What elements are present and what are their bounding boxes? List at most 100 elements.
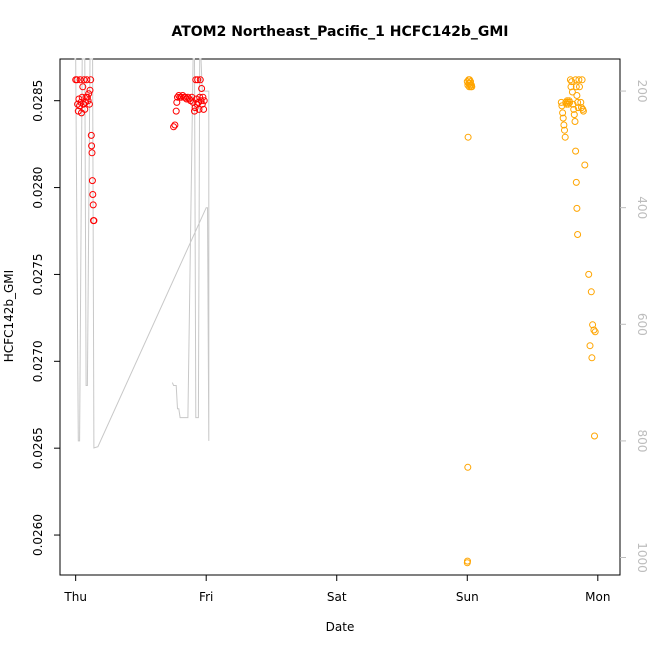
right-y-tick-label: 400: [635, 196, 649, 219]
data-point-series-1: [173, 98, 181, 106]
data-point-series-1: [198, 85, 206, 92]
data-point-series-2: [591, 432, 598, 440]
data-point-series-2: [572, 178, 580, 186]
data-point-series-1: [80, 76, 88, 84]
data-point-series-1: [75, 95, 83, 103]
data-point-series-2: [570, 111, 578, 119]
x-tick-label: Fri: [199, 590, 213, 604]
data-point-series-1: [200, 97, 208, 105]
data-point-series-1: [88, 149, 96, 157]
x-tick-label: Thu: [63, 590, 87, 604]
data-point-series-1: [191, 104, 199, 112]
right-y-tick-label: 800: [635, 429, 649, 452]
data-point-series-2: [585, 270, 593, 278]
data-point-series-1: [81, 105, 89, 113]
x-axis-label: Date: [326, 620, 355, 634]
data-point-series-1: [191, 107, 198, 115]
data-point-series-1: [188, 93, 196, 101]
data-point-series-2: [468, 83, 476, 91]
data-point-series-1: [192, 95, 200, 103]
data-point-series-1: [83, 76, 91, 84]
data-point-series-2: [568, 78, 576, 86]
y-tick-label: 0.0275: [31, 253, 45, 295]
data-point-series-2: [588, 354, 596, 362]
data-point-series-1: [83, 93, 91, 101]
data-point-series-2: [559, 109, 567, 117]
data-point-series-1: [86, 86, 94, 94]
data-point-series-2: [566, 98, 574, 106]
data-point-series-1: [198, 100, 206, 108]
pressure-line: [74, 58, 210, 449]
data-point-series-1: [76, 102, 84, 110]
x-tick-label: Sun: [456, 590, 479, 604]
data-point-series-2: [577, 98, 585, 106]
data-point-series-1: [85, 90, 93, 98]
data-point-series-2: [590, 326, 598, 334]
plot-frame: [59, 58, 621, 576]
data-point-series-1: [90, 217, 98, 225]
y-tick-label: 0.0285: [31, 80, 45, 122]
data-point-series-2: [579, 107, 587, 115]
data-point-series-1: [194, 76, 202, 84]
data-point-series-2: [561, 133, 569, 141]
data-point-series-1: [172, 107, 180, 115]
data-point-series-1: [170, 123, 178, 131]
chart-title: ATOM2 Northeast_Pacific_1 HCFC142b_GMI: [171, 24, 508, 40]
data-point-series-2: [575, 76, 583, 84]
data-point-series-1: [87, 76, 95, 84]
data-point-series-2: [573, 92, 581, 99]
data-point-series-2: [560, 121, 568, 129]
data-point-series-2: [568, 88, 576, 96]
data-point-series-2: [572, 147, 580, 155]
data-point-series-2: [567, 83, 575, 91]
data-point-series-1: [79, 83, 87, 91]
y-tick-label: 0.0280: [31, 167, 45, 209]
data-point-series-1: [192, 76, 200, 84]
data-point-series-1: [85, 100, 93, 108]
y-axis-label: HCFC142b_GMI: [2, 270, 16, 362]
data-point-series-2: [586, 342, 594, 350]
y-tick-label: 0.0270: [31, 340, 45, 382]
data-point-series-2: [464, 463, 472, 471]
data-point-series-1: [78, 93, 86, 101]
data-point-series-1: [196, 76, 204, 84]
data-point-series-1: [84, 97, 92, 105]
data-point-series-2: [570, 105, 578, 113]
data-point-series-2: [464, 133, 472, 141]
data-point-series-2: [571, 118, 579, 125]
chart-marks: Thu Fri Sat Sun Mon 0.0260 0.0265 0.0270 0.0275 0…: [31, 58, 649, 604]
x-tick-label: Sat: [327, 590, 347, 604]
data-point-series-2: [464, 557, 471, 565]
data-point-series-1: [88, 142, 96, 150]
data-point-series-1: [200, 105, 208, 113]
data-point-series-2: [581, 161, 589, 169]
y-tick-label: 0.0260: [31, 514, 45, 556]
data-point-series-1: [197, 97, 205, 105]
data-point-series-1: [89, 191, 97, 198]
data-point-series-1: [89, 201, 97, 209]
data-point-series-2: [591, 328, 599, 336]
data-point-series-1: [171, 121, 179, 129]
data-point-series-1: [76, 76, 84, 84]
data-point-series-1: [199, 93, 207, 101]
x-tick-label: Mon: [585, 590, 610, 604]
data-point-series-1: [196, 93, 204, 101]
data-point-series-2: [564, 100, 572, 108]
data-point-series-2: [587, 288, 595, 296]
data-point-series-2: [589, 321, 597, 329]
data-point-series-2: [573, 204, 581, 212]
data-point-series-1: [195, 105, 203, 113]
data-point-series-2: [578, 104, 585, 112]
right-y-tick-label: 1000: [635, 542, 649, 573]
data-point-series-2: [569, 100, 577, 108]
data-point-series-2: [558, 102, 566, 110]
data-point-series-2: [574, 231, 582, 238]
data-point-series-2: [578, 76, 586, 84]
data-point-series-2: [561, 126, 568, 134]
data-point-series-2: [576, 83, 583, 91]
data-point-series-2: [559, 114, 567, 122]
data-point-series-2: [467, 78, 474, 86]
right-y-tick-label: 200: [635, 80, 649, 103]
